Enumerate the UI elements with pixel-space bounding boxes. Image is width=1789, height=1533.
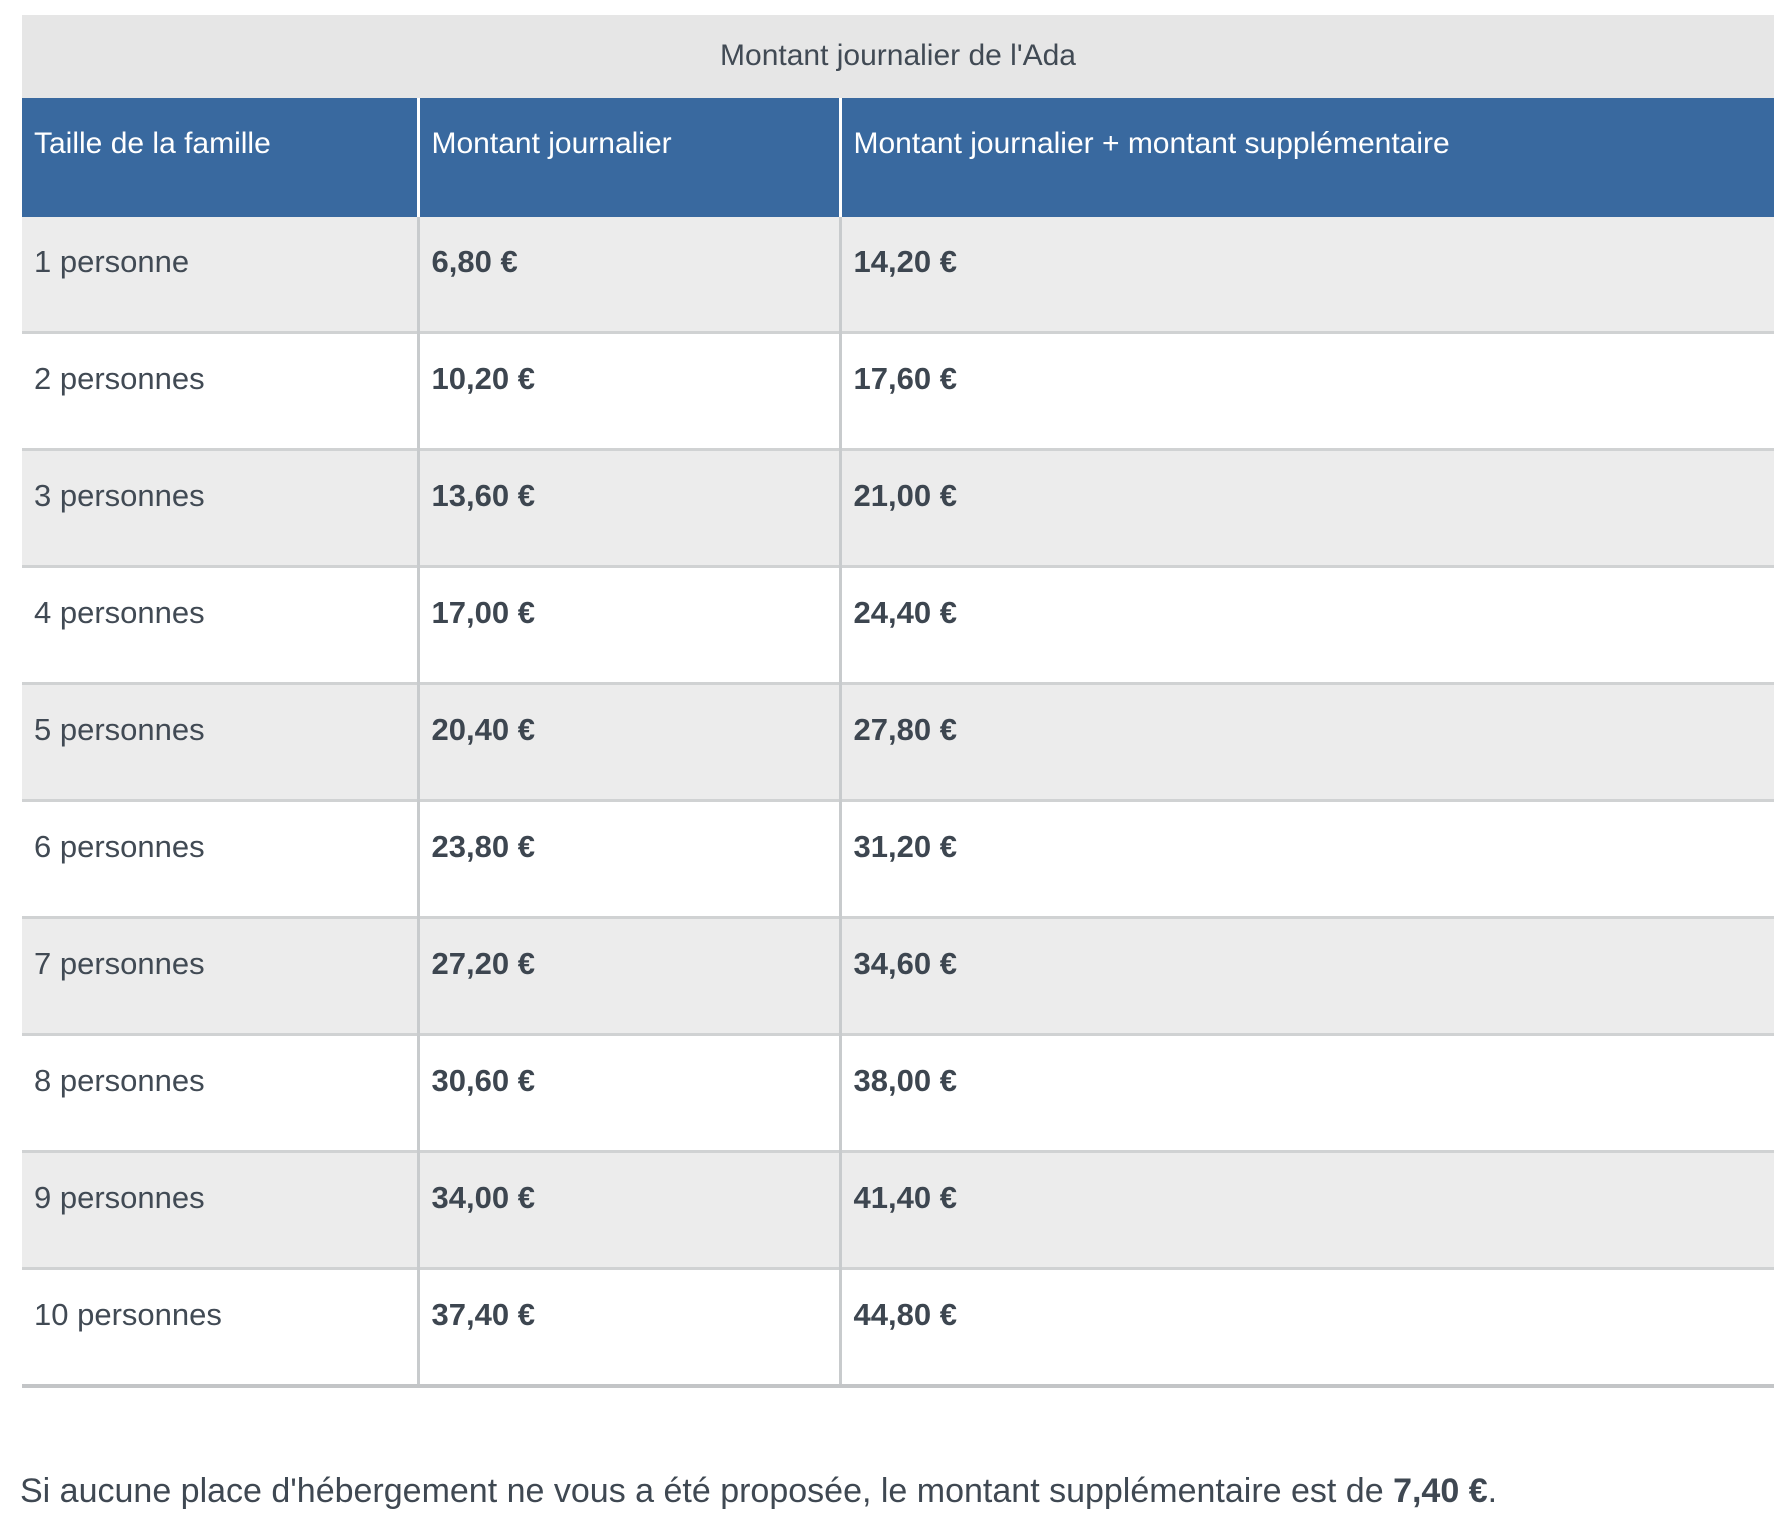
table-caption: Montant journalier de l'Ada: [22, 15, 1774, 98]
page: Montant journalier de l'Ada Taille de la…: [0, 15, 1789, 1533]
family-size-cell: 2 personnes: [22, 331, 420, 450]
family-size-cell: 8 personnes: [22, 1033, 420, 1152]
daily-plus-cell: 38,00 €: [840, 1033, 1774, 1152]
family-size-cell: 6 personnes: [22, 799, 420, 918]
table-row: 9 personnes 34,00 € 41,40 €: [22, 1150, 1774, 1269]
daily-amount-cell: 13,60 €: [418, 448, 842, 567]
table-row: 10 personnes 37,40 € 44,80 €: [22, 1267, 1774, 1388]
daily-amount-cell: 6,80 €: [418, 217, 842, 333]
daily-plus-cell: 21,00 €: [840, 448, 1774, 567]
daily-amount-cell: 17,00 €: [418, 565, 842, 684]
daily-plus-cell: 17,60 €: [840, 331, 1774, 450]
supplement-note-text: Si aucune place d'hébergement ne vous a …: [20, 1472, 1394, 1510]
family-size-cell: 9 personnes: [22, 1150, 420, 1269]
daily-amount-cell: 30,60 €: [418, 1033, 842, 1152]
daily-amount-cell: 10,20 €: [418, 331, 842, 450]
supplement-note: Si aucune place d'hébergement ne vous a …: [20, 1466, 1774, 1516]
daily-plus-cell: 41,40 €: [840, 1150, 1774, 1269]
col-header-daily-plus-supplement: Montant journalier + montant supplémenta…: [840, 98, 1774, 217]
daily-plus-cell: 14,20 €: [840, 217, 1774, 333]
daily-amount-cell: 37,40 €: [418, 1267, 842, 1388]
daily-amount-cell: 23,80 €: [418, 799, 842, 918]
table-row: 4 personnes 17,00 € 24,40 €: [22, 565, 1774, 684]
table-row: 2 personnes 10,20 € 17,60 €: [22, 331, 1774, 450]
table-row: 1 personne 6,80 € 14,20 €: [22, 217, 1774, 333]
daily-amount-cell: 27,20 €: [418, 916, 842, 1035]
supplement-note-period: .: [1487, 1472, 1498, 1510]
daily-amount-cell: 34,00 €: [418, 1150, 842, 1269]
col-header-daily-amount: Montant journalier: [418, 98, 842, 217]
supplement-amount: 7,40 €: [1393, 1472, 1488, 1510]
family-size-cell: 10 personnes: [22, 1267, 420, 1388]
daily-plus-cell: 34,60 €: [840, 916, 1774, 1035]
table-body: 1 personne 6,80 € 14,20 € 2 personnes 10…: [22, 217, 1774, 1388]
family-size-cell: 5 personnes: [22, 682, 420, 801]
table-row: 7 personnes 27,20 € 34,60 €: [22, 916, 1774, 1035]
daily-plus-cell: 27,80 €: [840, 682, 1774, 801]
ada-daily-amount-table: Montant journalier de l'Ada Taille de la…: [22, 15, 1774, 1388]
table-row: 5 personnes 20,40 € 27,80 €: [22, 682, 1774, 801]
family-size-cell: 1 personne: [22, 217, 420, 333]
daily-amount-cell: 20,40 €: [418, 682, 842, 801]
col-header-family-size: Taille de la famille: [22, 98, 420, 217]
family-size-cell: 4 personnes: [22, 565, 420, 684]
table-row: 3 personnes 13,60 € 21,00 €: [22, 448, 1774, 567]
table-header: Taille de la famille Montant journalier …: [22, 98, 1774, 217]
header-row: Taille de la famille Montant journalier …: [22, 98, 1774, 217]
family-size-cell: 3 personnes: [22, 448, 420, 567]
daily-plus-cell: 31,20 €: [840, 799, 1774, 918]
daily-plus-cell: 44,80 €: [840, 1267, 1774, 1388]
family-size-cell: 7 personnes: [22, 916, 420, 1035]
daily-plus-cell: 24,40 €: [840, 565, 1774, 684]
table-row: 8 personnes 30,60 € 38,00 €: [22, 1033, 1774, 1152]
table-row: 6 personnes 23,80 € 31,20 €: [22, 799, 1774, 918]
